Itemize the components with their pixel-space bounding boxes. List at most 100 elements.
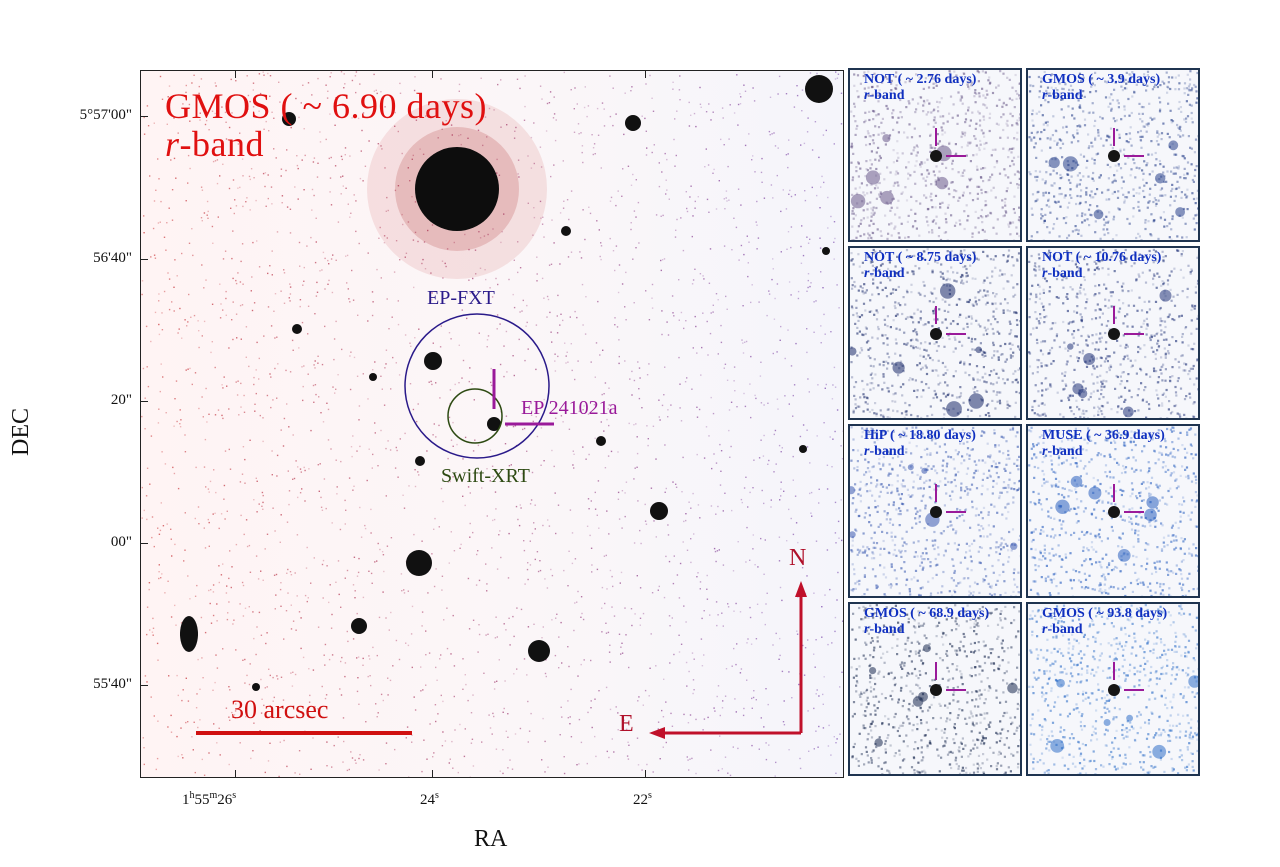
noise-speckle	[806, 429, 808, 431]
panel-noise	[919, 317, 922, 320]
panel-noise	[960, 95, 963, 98]
noise-speckle	[645, 523, 648, 525]
noise-speckle	[381, 148, 383, 150]
panel-field-star	[865, 170, 881, 185]
noise-speckle	[141, 486, 143, 489]
panel-noise	[1192, 402, 1195, 405]
noise-speckle	[733, 647, 735, 650]
noise-speckle	[573, 467, 575, 469]
noise-speckle	[505, 415, 508, 417]
noise-speckle	[305, 567, 308, 569]
noise-speckle	[737, 103, 740, 106]
panel-noise	[1030, 235, 1033, 238]
noise-speckle	[158, 408, 160, 410]
panel-noise	[884, 76, 887, 79]
panel-noise	[869, 77, 872, 80]
noise-speckle	[806, 290, 808, 292]
noise-speckle	[255, 555, 258, 557]
noise-speckle	[399, 92, 402, 94]
noise-speckle	[228, 763, 230, 766]
noise-speckle	[657, 721, 660, 723]
noise-speckle	[482, 144, 484, 147]
panel-noise	[1016, 92, 1019, 95]
panel-noise	[850, 110, 853, 113]
noise-speckle	[146, 467, 149, 469]
noise-speckle	[377, 542, 379, 545]
noise-speckle	[621, 652, 624, 654]
noise-speckle	[763, 502, 765, 505]
noise-speckle	[697, 572, 699, 574]
noise-speckle	[547, 766, 549, 768]
noise-speckle	[612, 585, 614, 588]
noise-speckle	[491, 733, 493, 735]
noise-speckle	[149, 483, 151, 485]
noise-speckle	[685, 320, 687, 322]
panel-noise	[983, 239, 986, 240]
noise-speckle	[205, 119, 208, 122]
panel-noise	[863, 121, 866, 124]
noise-speckle	[727, 772, 729, 774]
noise-speckle	[394, 125, 396, 127]
panel-noise	[1000, 116, 1003, 119]
panel-noise	[1191, 121, 1194, 124]
panel-noise	[951, 162, 954, 165]
y-tick-label: 20"	[110, 392, 132, 408]
panel-noise	[1107, 320, 1110, 323]
panel-noise	[992, 310, 995, 313]
noise-speckle	[439, 397, 441, 399]
noise-speckle	[422, 689, 424, 691]
noise-speckle	[405, 737, 407, 739]
noise-speckle	[661, 709, 663, 712]
panel-noise	[1142, 189, 1145, 193]
noise-speckle	[715, 293, 718, 295]
panel-noise	[1122, 80, 1125, 83]
panel-noise	[1070, 196, 1073, 199]
panel-noise	[1003, 214, 1006, 217]
panel-noise	[941, 162, 944, 165]
panel-noise	[1185, 117, 1188, 120]
noise-speckle	[814, 121, 817, 123]
noise-speckle	[589, 534, 591, 537]
noise-speckle	[289, 232, 292, 234]
noise-speckle	[240, 514, 242, 517]
noise-speckle	[763, 573, 765, 575]
field-star	[252, 683, 260, 691]
noise-speckle	[195, 707, 198, 709]
panel-noise	[914, 379, 917, 382]
noise-speckle	[432, 434, 434, 436]
noise-speckle	[167, 726, 169, 728]
noise-speckle	[723, 367, 725, 369]
panel-noise	[1117, 190, 1120, 193]
noise-speckle	[699, 581, 702, 583]
panel-noise	[1167, 81, 1170, 84]
panel-noise	[869, 261, 873, 264]
noise-speckle	[581, 283, 584, 286]
panel-noise	[1068, 88, 1071, 91]
panel-noise	[981, 221, 984, 224]
noise-speckle	[505, 330, 508, 333]
noise-speckle	[147, 125, 150, 127]
panel-noise	[1186, 172, 1189, 175]
panel-noise	[1051, 134, 1054, 137]
noise-speckle	[364, 524, 366, 527]
panel-noise	[1148, 249, 1151, 253]
panel-noise	[1111, 192, 1114, 195]
noise-speckle	[428, 381, 430, 383]
panel-noise	[954, 253, 957, 257]
noise-speckle	[414, 485, 417, 488]
panel-noise	[873, 313, 876, 316]
panel-noise	[1154, 151, 1157, 155]
noise-speckle	[496, 680, 498, 682]
panel-noise	[1059, 92, 1062, 95]
x-tick-2: 24	[420, 792, 435, 808]
panel-noise	[871, 377, 874, 380]
noise-speckle	[378, 237, 380, 239]
panel-noise	[882, 414, 885, 417]
panel-noise	[1188, 103, 1191, 106]
noise-speckle	[215, 491, 217, 494]
panel-noise	[984, 71, 987, 74]
panel-noise	[929, 133, 932, 136]
noise-speckle	[768, 293, 771, 295]
panel-noise	[934, 194, 938, 197]
noise-speckle	[370, 508, 372, 511]
